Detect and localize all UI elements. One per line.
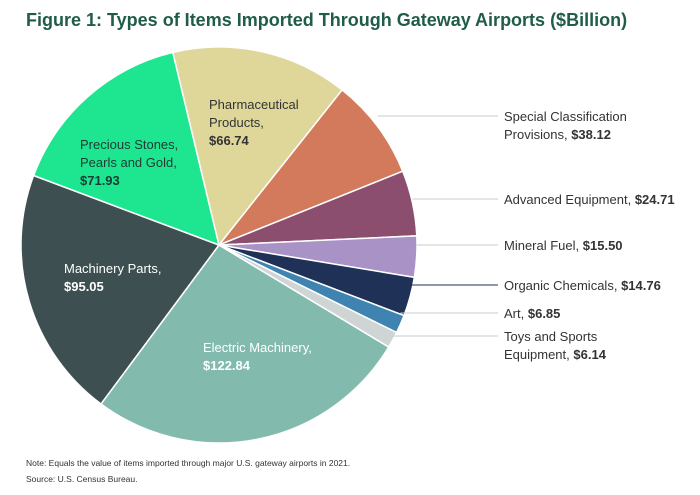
label-special-classification-name-line2: Provisions, bbox=[504, 127, 568, 142]
label-special-classification-name-line1: Special Classification bbox=[504, 109, 627, 124]
label-special-classification: Special Classification Provisions, $38.1… bbox=[504, 108, 627, 144]
label-mineral-fuel-name: Mineral Fuel, bbox=[504, 238, 580, 253]
label-machinery-parts: Machinery Parts, $95.05 bbox=[64, 260, 162, 296]
label-precious-stones-name-line1: Precious Stones, bbox=[80, 137, 179, 152]
label-advanced-equipment: Advanced Equipment, $24.71 bbox=[504, 191, 675, 209]
label-mineral-fuel-value: $15.50 bbox=[582, 238, 623, 253]
label-art-value: $6.85 bbox=[527, 306, 561, 321]
label-precious-stones: Precious Stones, Pearls and Gold, $71.93 bbox=[80, 136, 178, 190]
label-pharmaceutical-value: $66.74 bbox=[209, 133, 249, 148]
pie-slice-precious-stones bbox=[32, 51, 221, 247]
chart-source: Source: U.S. Census Bureau. bbox=[26, 474, 138, 484]
label-pharmaceutical-name-line2: Products, bbox=[209, 115, 264, 130]
pie-slice-machinery-parts bbox=[20, 174, 221, 406]
label-electric-machinery: Electric Machinery, $122.84 bbox=[203, 339, 312, 375]
label-precious-stones-name-line2: Pearls and Gold, bbox=[80, 155, 177, 170]
label-special-classification-value: $38.12 bbox=[571, 127, 611, 142]
label-toys-sports-value: $6.14 bbox=[573, 347, 606, 362]
label-advanced-equipment-value: $24.71 bbox=[634, 192, 675, 207]
chart-note: Note: Equals the value of items imported… bbox=[26, 458, 351, 468]
label-machinery-parts-value: $95.05 bbox=[64, 279, 104, 294]
label-precious-stones-value: $71.93 bbox=[80, 173, 120, 188]
label-toys-sports-name-line1: Toys and Sports bbox=[504, 329, 598, 344]
label-toys-sports: Toys and Sports Equipment, $6.14 bbox=[504, 328, 606, 364]
label-organic-chemicals-value: $14.76 bbox=[621, 278, 661, 293]
label-electric-machinery-name: Electric Machinery, bbox=[203, 340, 312, 355]
pie-slice-pharmaceutical bbox=[171, 46, 344, 247]
label-organic-chemicals: Organic Chemicals, $14.76 bbox=[504, 277, 661, 295]
label-art: Art, $6.85 bbox=[504, 305, 560, 323]
label-pharmaceutical-name-line1: Pharmaceutical bbox=[209, 97, 299, 112]
label-machinery-parts-name: Machinery Parts, bbox=[64, 261, 162, 276]
label-electric-machinery-value: $122.84 bbox=[203, 358, 250, 373]
label-mineral-fuel: Mineral Fuel, $15.50 bbox=[504, 237, 623, 255]
label-toys-sports-name-line2: Equipment, bbox=[504, 347, 570, 362]
pie-slice-electric-machinery bbox=[99, 244, 390, 444]
label-advanced-equipment-name: Advanced Equipment, bbox=[504, 192, 632, 207]
label-art-name: Art, bbox=[504, 306, 525, 321]
pie-slice-toys-sports bbox=[218, 244, 398, 349]
label-organic-chemicals-name: Organic Chemicals, bbox=[504, 278, 618, 293]
chart-title: Figure 1: Types of Items Imported Throug… bbox=[26, 10, 628, 30]
pie-slice-special-classification bbox=[216, 88, 404, 247]
label-pharmaceutical: Pharmaceutical Products, $66.74 bbox=[209, 96, 299, 150]
